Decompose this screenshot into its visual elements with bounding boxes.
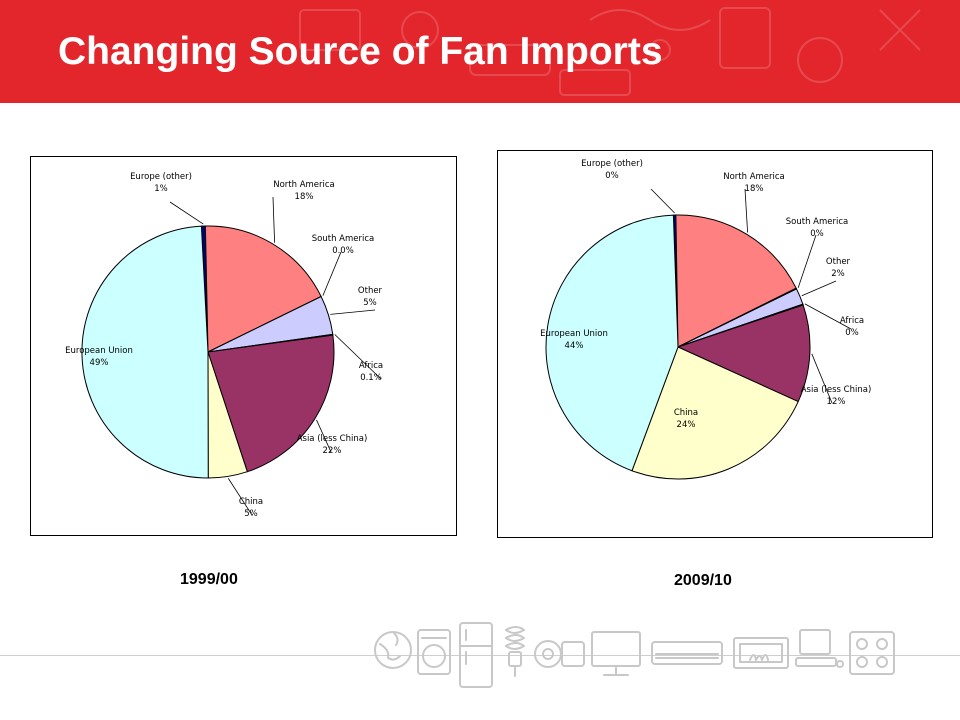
pie-slice-asia-less-china	[207, 334, 335, 473]
slice-value-europe-other: 0%	[605, 171, 619, 181]
slice-value-africa: 0%	[845, 328, 859, 338]
slice-value-asia-less-china: 22%	[323, 446, 342, 456]
slice-value-north-america: 18%	[295, 192, 314, 202]
slice-label-other: Other	[358, 286, 383, 296]
leader-line-europe-other	[169, 201, 204, 225]
television-icon	[591, 631, 641, 676]
slice-label-north-america: North America	[723, 172, 785, 182]
slice-label-south-america: South America	[312, 234, 374, 244]
fan-icon	[534, 640, 585, 668]
leader-line-africa	[804, 303, 852, 330]
slice-value-europe-other: 1%	[154, 184, 168, 194]
computer-icon	[795, 629, 844, 668]
slice-label-africa: Africa	[359, 361, 383, 371]
fireplace-icon	[733, 637, 789, 669]
leader-line-europe-other	[650, 188, 675, 214]
slice-label-china: China	[239, 497, 263, 507]
pie-slice-china	[631, 346, 799, 480]
slice-label-asia-less-china: Asia (less China)	[801, 385, 872, 395]
slice-value-north-america: 18%	[745, 184, 764, 194]
pie-chart-2009-svg: Europe (other) 0% North America 18% South Am…	[540, 159, 872, 480]
pie-slice-european-union	[545, 214, 679, 472]
slice-value-other: 2%	[831, 269, 845, 279]
leader-line-other	[330, 309, 376, 315]
slice-label-european-union: European Union	[540, 329, 608, 339]
slice-value-africa: 0.1%	[360, 373, 382, 383]
slice-label-europe-other: Europe (other)	[130, 172, 192, 182]
pie-slice-asia-less-china	[676, 304, 811, 403]
slice-label-europe-other: Europe (other)	[581, 159, 643, 169]
leader-line-other	[801, 280, 837, 297]
cfl-bulb-icon	[505, 626, 525, 677]
pie-chart-1999: Europe (other) 1% North America 18% South Am…	[30, 156, 457, 536]
slice-label-africa: Africa	[840, 316, 864, 326]
slice-value-south-america: 0%	[810, 229, 824, 239]
stove-icon	[849, 631, 895, 675]
leader-line-south-america	[797, 234, 817, 288]
pie-slice-north-america	[675, 214, 797, 348]
slice-value-other: 5%	[363, 298, 377, 308]
slide-title: Changing Source of Fan Imports	[58, 30, 663, 73]
slice-label-asia-less-china: Asia (less China)	[297, 434, 368, 444]
banner-appliance-pattern	[299, 7, 921, 96]
air-conditioner-icon	[651, 641, 723, 665]
leader-line-asia-less-china	[811, 353, 833, 404]
leader-line-china	[227, 478, 253, 516]
chart-1-year-label: 1999/00	[180, 571, 238, 588]
slice-label-european-union: European Union	[65, 346, 133, 356]
slice-label-south-america: South America	[786, 217, 848, 227]
leader-line-north-america	[744, 188, 748, 233]
refrigerator-icon	[459, 622, 493, 688]
leader-line-asia-less-china	[316, 419, 332, 453]
slice-value-european-union: 49%	[90, 358, 109, 368]
slice-value-china: 24%	[677, 420, 696, 430]
pie-slice-european-union	[81, 225, 209, 479]
slice-label-other: Other	[826, 257, 851, 267]
pie-slice-north-america	[204, 225, 322, 353]
leader-line-south-america	[322, 251, 342, 296]
slice-value-south-america: 0.0%	[332, 246, 354, 256]
pie-chart-1999-svg: Europe (other) 1% North America 18% South Am…	[65, 172, 383, 519]
globe-icon	[374, 631, 412, 669]
footer-divider	[0, 655, 960, 656]
chart-2-year-label: 2009/10	[674, 572, 732, 589]
slice-value-china: 5%	[244, 509, 258, 519]
slice-value-european-union: 44%	[565, 341, 584, 351]
title-banner: Changing Source of Fan Imports	[0, 0, 960, 103]
pie-chart-2009: Europe (other) 0% North America 18% South Am…	[497, 150, 933, 538]
washing-machine-icon	[417, 629, 451, 675]
slice-label-china: China	[674, 408, 698, 418]
slice-value-asia-less-china: 12%	[827, 397, 846, 407]
appliance-icons-row	[374, 622, 895, 688]
leader-line-africa	[334, 334, 382, 380]
leader-line-north-america	[272, 196, 275, 243]
slice-label-north-america: North America	[273, 180, 335, 190]
